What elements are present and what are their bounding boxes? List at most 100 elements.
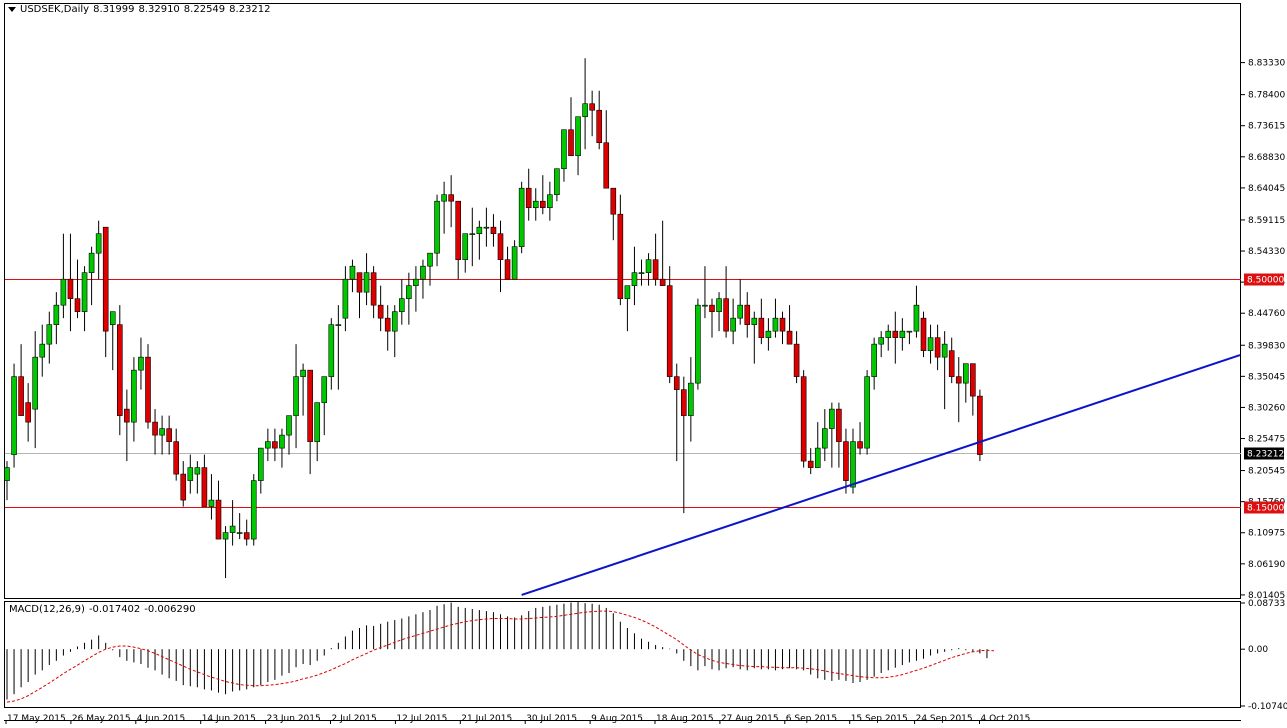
candle-body [74,298,81,312]
macd-axis-label: 0.00 [1248,645,1268,655]
candle-body [786,330,793,345]
time-axis-label: 9 Aug 2015 [591,714,643,724]
candle-body [490,226,497,234]
candle-body [878,337,885,345]
candle-body [335,324,342,326]
candle-body [596,109,603,144]
candle-body [765,330,772,338]
candle-body [250,480,257,540]
candle-body [970,363,976,397]
candle-body [300,369,306,377]
candle-body [539,200,546,208]
candle-body [631,272,638,286]
candle-body [962,363,969,384]
collapse-triangle-icon[interactable] [8,6,16,12]
candle-body [46,324,53,345]
candle-body [899,330,906,338]
price-axis-label: 8.30260 [1248,403,1285,413]
price-axis-label: 8.39830 [1248,341,1285,351]
candle-body [420,265,426,280]
candle-body [871,343,877,377]
time-axis-label: 23 Jun 2015 [267,714,321,724]
macd-signal-line [6,610,995,703]
candle-body [370,272,377,306]
level-price-label: 8.50000 [1247,276,1284,286]
candle-body [102,226,109,332]
candle-body [603,142,610,189]
candle-body [413,278,419,286]
candle-body [25,402,31,423]
candle-body [272,441,278,449]
candle-body [152,421,158,436]
candle-body [927,337,934,351]
candle-body [441,194,447,202]
candle-body [483,226,490,229]
candle-body [53,304,60,325]
candle-body [11,376,17,455]
symbol-timeframe: USDSEK,Daily [20,4,90,15]
macd-signal-value: -0.006290 [144,604,196,615]
candle-body [321,376,328,403]
candle-body [948,350,955,377]
candle-body [363,272,370,293]
candle-body [95,233,102,254]
candle-body [243,532,250,540]
candle-body [666,285,673,377]
candle-body [201,467,208,507]
candle-body [377,304,384,319]
candle-body [448,194,454,202]
time-axis-label: 24 Sep 2015 [916,714,973,724]
price-axis-label: 8.54330 [1248,247,1285,257]
candle-body [920,317,927,351]
candle-body [913,304,920,332]
candle-body [885,330,892,338]
candle-body [279,434,285,449]
candle-body [67,278,74,299]
candle-body [638,272,645,274]
candle-body [180,473,187,501]
candle-body [406,285,412,299]
time-axis-label: 4 Oct 2015 [981,714,1031,724]
current-price-tag [1244,447,1284,460]
candle-body [476,226,483,234]
candle-body [349,265,356,280]
candle-body [568,129,574,157]
candle-body [265,441,271,449]
candle-body [398,298,405,312]
candle-body [286,415,292,436]
candle-body [257,447,264,481]
candle-body [723,298,729,332]
candle-body [314,402,321,442]
price-axis-label: 8.35045 [1248,372,1285,382]
candle-body [124,408,130,423]
candle-body [307,369,313,442]
candle-body [215,499,222,540]
price-pane-frame [4,3,1241,599]
candle-body [793,343,800,377]
time-axis-label: 26 May 2015 [72,714,131,724]
candle-body [673,376,680,390]
candle-body [695,304,701,384]
candle-body [60,278,67,306]
time-axis-label: 2 Jul 2015 [332,714,377,724]
candle-body [328,324,335,377]
candle-body [652,259,659,280]
candle-body [730,317,736,332]
price-axis-label: 8.20545 [1248,467,1285,477]
candle-body [131,369,137,423]
candle-body [462,233,469,260]
axis-layer: 8.83330 8.78400 8.73615 8.68830 8.64045 8.591… [5,59,1287,724]
price-axis-label: 8.59115 [1248,216,1285,226]
candle-body [455,200,462,260]
candle-body [610,187,617,215]
candle-body [138,356,144,371]
candle-body [829,408,835,429]
candle-body [934,337,941,358]
candle-body [18,376,24,416]
candle-body [758,317,765,338]
ohlc-open: 8.31999 [93,4,135,15]
macd-header: MACD(12,26,9) -0.017402 -0.006290 [9,604,196,615]
candle-body [504,259,511,280]
candle-body [716,298,722,312]
